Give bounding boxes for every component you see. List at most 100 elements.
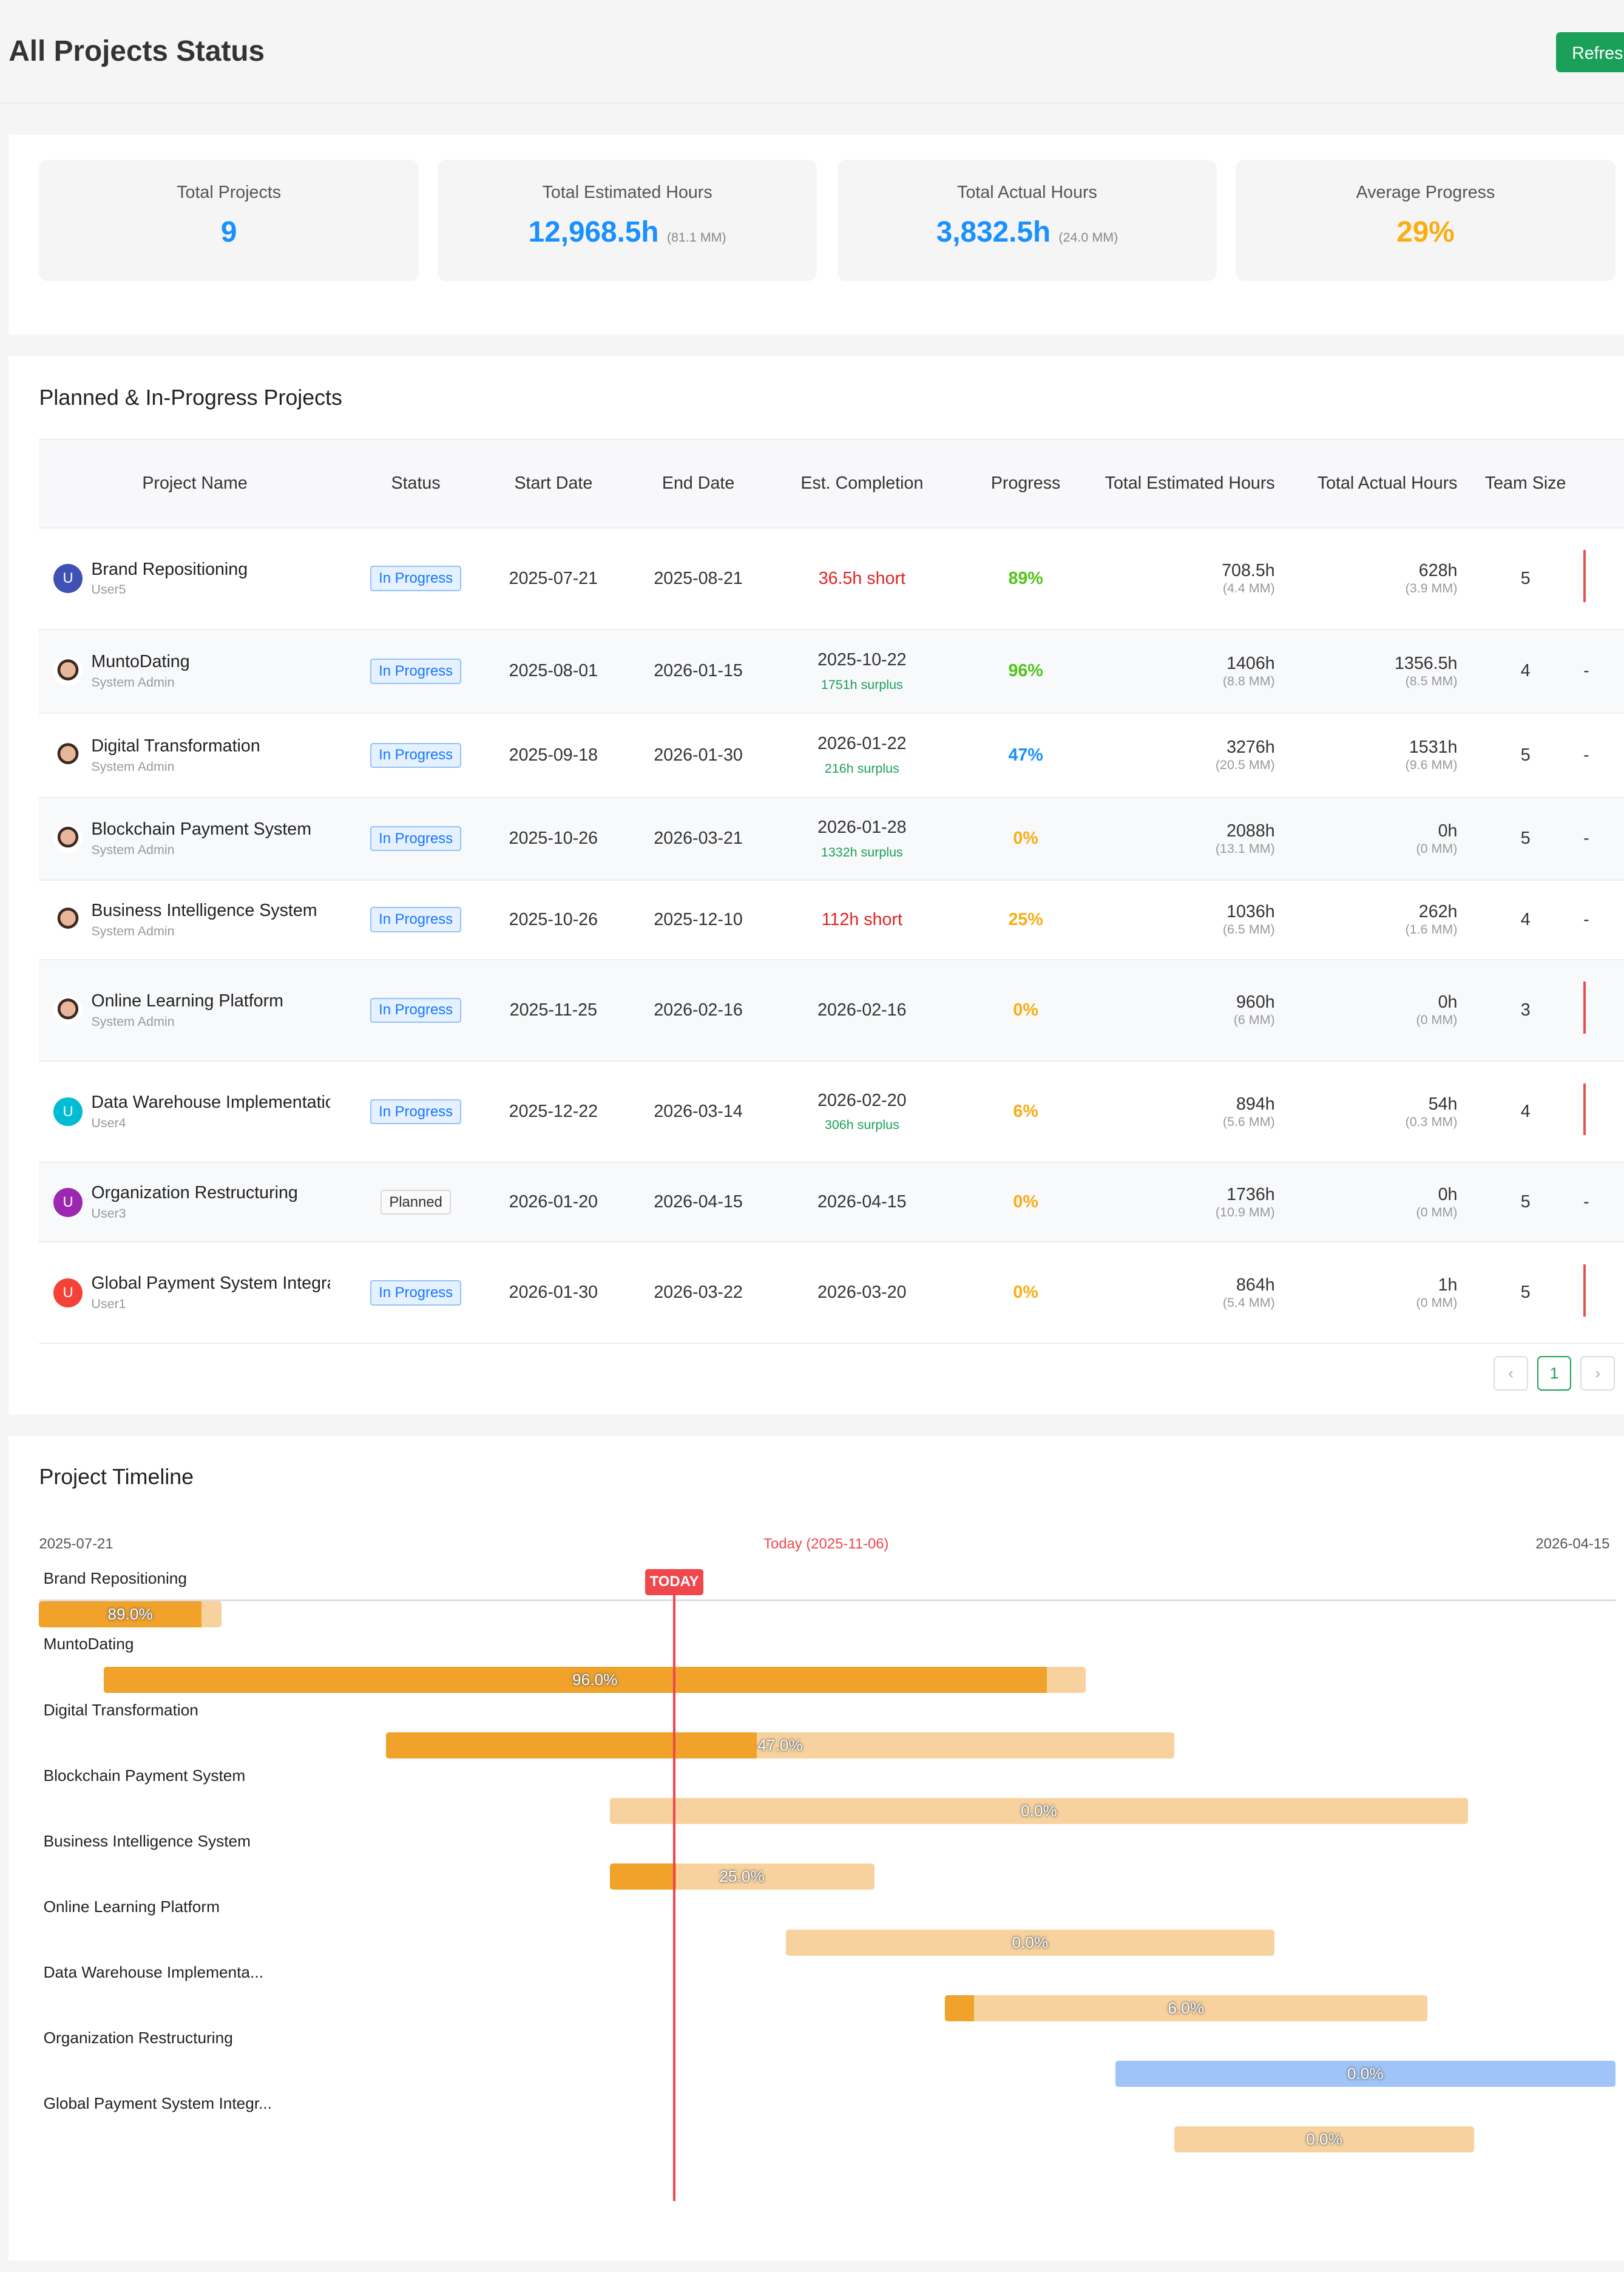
avatar [53, 656, 83, 686]
est-completion: 36.5h short [818, 568, 905, 588]
timeline-row-label: Digital Transformation [43, 1700, 198, 1719]
project-owner: User5 [91, 582, 126, 597]
timeline-bar[interactable]: 0.0% [609, 1798, 1469, 1825]
timeline-bar[interactable]: 0.0% [1115, 2060, 1616, 2087]
timeline-bar-progress [104, 1666, 1047, 1693]
actual-mm: (0.3 MM) [1405, 1114, 1458, 1129]
progress-value: 0% [953, 797, 1098, 881]
actual-mm: (0 MM) [1416, 841, 1458, 856]
table-row[interactable]: U Organization Restructuring User3 Planned… [39, 1162, 1624, 1243]
table-row[interactable]: MuntoDating System Admin In Progress 2025… [39, 629, 1624, 714]
status-badge: In Progress [370, 742, 462, 768]
project-name-link[interactable]: Digital Transformation [91, 736, 260, 756]
status-badge: In Progress [370, 1099, 462, 1125]
today-line [672, 1595, 676, 2202]
est-mm: (5.4 MM) [1222, 1295, 1275, 1310]
warning-text-clipped [1583, 550, 1592, 603]
timeline-bar[interactable]: 0.0% [786, 1929, 1274, 1956]
project-name-link[interactable]: MuntoDating [91, 652, 190, 672]
timeline-bar-progress [39, 1601, 201, 1627]
est-hours: 1736h [1226, 1184, 1275, 1204]
actual-hours: 54h [1428, 1094, 1458, 1114]
table-row[interactable]: Blockchain Payment System System Admin In… [39, 797, 1624, 881]
page-1-button[interactable]: 1 [1537, 1356, 1572, 1391]
project-name-link[interactable]: Global Payment System Integration [91, 1273, 330, 1294]
progress-value: 6% [953, 1060, 1098, 1164]
status-badge: In Progress [370, 826, 462, 852]
project-name-link[interactable]: Online Learning Platform [91, 991, 283, 1011]
est-hours: 960h [1236, 992, 1275, 1012]
status-badge: In Progress [370, 566, 462, 591]
column-header: Total Actual Hours [1286, 439, 1469, 529]
timeline-row-label: Data Warehouse Implementa... [43, 1963, 263, 1982]
avatar: U [53, 1187, 83, 1217]
column-header: Status [350, 439, 481, 529]
timeline-bar-percent: 96.0% [572, 1670, 618, 1689]
column-header-clipped [1582, 439, 1624, 529]
project-name-link[interactable]: Brand Repositioning [91, 559, 248, 579]
extra-value: - [1583, 661, 1589, 681]
project-name-link[interactable]: Blockchain Payment System [91, 819, 312, 839]
project-owner: System Admin [91, 923, 175, 938]
progress-value: 47% [953, 713, 1098, 798]
avatar [53, 905, 83, 935]
est-hours: 2088h [1226, 821, 1275, 841]
timeline-bar-percent: 47.0% [757, 1736, 803, 1755]
table-row[interactable]: U Brand Repositioning User5 In Progress 20… [39, 527, 1624, 630]
page-title: All Projects Status [8, 35, 265, 68]
actual-hours: 0h [1438, 1184, 1458, 1204]
stat-total-actual-hours: Total Actual Hours 3,832.5h (24.0 MM) [837, 159, 1217, 282]
projects-table: Project Name Status Start Date End Date Est.… [39, 439, 1624, 1345]
team-size: 3 [1469, 959, 1582, 1062]
project-name-link[interactable]: Data Warehouse Implementation [91, 1093, 331, 1113]
timeline-bar[interactable]: 0.0% [1174, 2126, 1475, 2152]
table-row[interactable]: U Data Warehouse Implementation User4 In P… [39, 1060, 1624, 1164]
start-date: 2025-10-26 [481, 880, 626, 960]
prev-page-button[interactable]: ‹ [1494, 1356, 1528, 1391]
est-hours: 1036h [1226, 902, 1275, 922]
start-date: 2026-01-20 [481, 1162, 626, 1243]
timeline-bar[interactable]: 25.0% [609, 1863, 875, 1890]
project-name-link[interactable]: Organization Restructuring [91, 1183, 298, 1203]
timeline-bar-percent: 0.0% [1021, 1802, 1057, 1820]
avatar [53, 995, 83, 1025]
timeline-bar-percent: 0.0% [1012, 1933, 1049, 1952]
table-row[interactable]: Business Intelligence System System Admin… [39, 880, 1624, 960]
stat-sub: (81.1 MM) [666, 230, 726, 245]
timeline-bar-percent: 0.0% [1347, 2064, 1384, 2083]
column-header: Est. Completion [770, 439, 953, 529]
project-name-link[interactable]: Business Intelligence System [91, 900, 317, 920]
timeline-end-label: 2026-04-15 [1535, 1536, 1610, 1553]
end-date: 2026-03-21 [626, 797, 771, 881]
timeline-bar[interactable]: 47.0% [386, 1732, 1174, 1759]
est-hours: 3276h [1226, 738, 1275, 758]
actual-hours: 628h [1418, 561, 1458, 581]
est-mm: (6.5 MM) [1222, 922, 1275, 937]
est-note: 1751h surplus [820, 677, 903, 692]
progress-value: 25% [953, 880, 1098, 960]
est-completion: 2026-01-28 [817, 817, 907, 837]
timeline-bar[interactable]: 96.0% [104, 1666, 1086, 1693]
section-title: Planned & In-Progress Projects [39, 385, 342, 410]
table-row[interactable]: Digital Transformation System Admin In Pr… [39, 713, 1624, 798]
stat-value: 12,968.5h [528, 216, 659, 249]
est-hours: 864h [1236, 1275, 1275, 1295]
summary-card: Total Projects 9 Total Estimated Hours 1… [8, 135, 1624, 335]
timeline-bar-percent: 6.0% [1168, 1998, 1205, 2017]
timeline-bar-progress [386, 1732, 757, 1759]
refresh-button[interactable]: Refresh [1555, 32, 1624, 73]
table-row[interactable]: Online Learning Platform System Admin In … [39, 959, 1624, 1062]
stat-value: 9 [220, 216, 237, 249]
actual-hours: 1531h [1409, 738, 1458, 758]
next-page-button[interactable]: › [1580, 1356, 1615, 1391]
stat-label: Total Estimated Hours [542, 182, 712, 202]
end-date: 2026-04-15 [626, 1162, 771, 1243]
timeline-bar[interactable]: 6.0% [944, 1995, 1427, 2021]
est-mm: (13.1 MM) [1215, 841, 1275, 856]
status-badge: In Progress [370, 1280, 462, 1306]
timeline-bar[interactable]: 89.0% [39, 1601, 222, 1627]
actual-mm: (1.6 MM) [1405, 922, 1458, 937]
timeline-start-label: 2025-07-21 [39, 1536, 113, 1553]
warning-text-clipped [1583, 1083, 1592, 1136]
